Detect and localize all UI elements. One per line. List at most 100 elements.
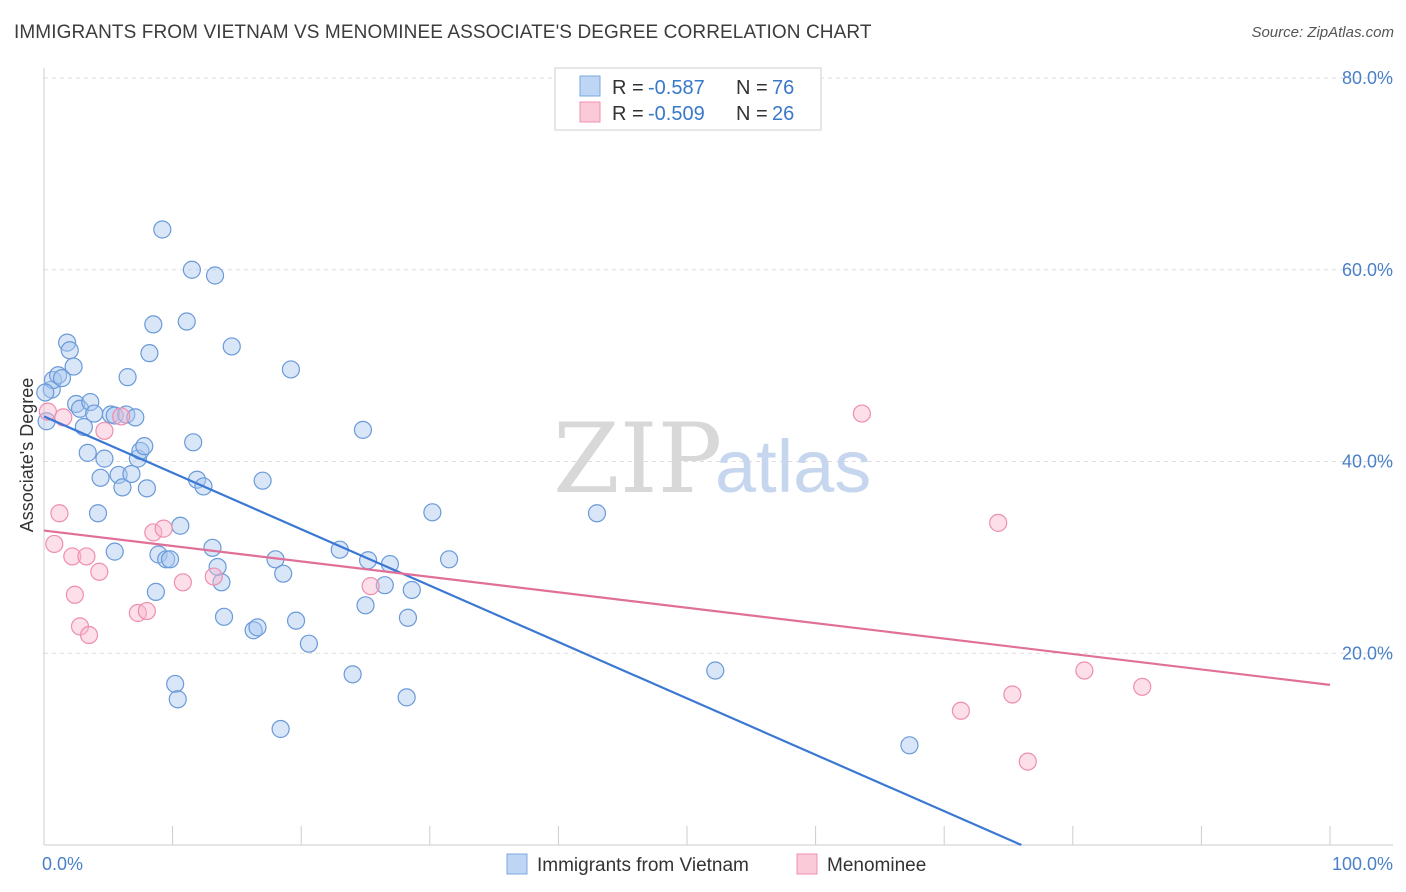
bottom-legend-swatch-menominee [796, 853, 818, 875]
vietnam-point [398, 608, 418, 627]
vietnam-point [706, 661, 725, 680]
vietnam-point [91, 468, 110, 487]
vietnam-point [70, 399, 90, 418]
vietnam-point [397, 688, 416, 707]
vietnam-point [36, 383, 55, 402]
menominee-point [989, 513, 1008, 532]
y-tick-labels: 20.0% 40.0% 60.0% 80.0% [1342, 68, 1393, 663]
menominee-point [112, 407, 131, 426]
vietnam-point [52, 368, 72, 388]
vietnam-point [274, 564, 293, 583]
vietnam-point [203, 538, 222, 557]
legend-n-label: N = [736, 103, 768, 125]
watermark: ZIP atlas [553, 403, 871, 515]
bottom-legend-label-menominee: Menominee [827, 855, 926, 876]
vietnam-point [214, 607, 234, 626]
vietnam-point [375, 576, 394, 595]
trend-lines [43, 415, 1331, 847]
menominee-point [63, 547, 82, 566]
vietnam-point [88, 504, 108, 523]
menominee-point [1133, 677, 1152, 696]
legend-r-value: -0.587 [648, 77, 705, 99]
vietnam-point [171, 516, 190, 535]
vietnam-point [160, 550, 180, 569]
vietnam-point [184, 433, 203, 452]
vietnam-point [439, 550, 459, 569]
legend-swatch-menominee [579, 101, 601, 123]
vietnam-point [271, 719, 290, 739]
legend-r-value: -0.509 [648, 103, 705, 125]
legend-r-label: R = [612, 103, 644, 125]
vietnam-point [900, 736, 919, 755]
menominee-point [79, 625, 99, 645]
menominee-point [128, 603, 147, 623]
vietnam-point [168, 690, 187, 709]
menominee-point [154, 519, 173, 538]
menominee-point [95, 421, 114, 440]
vietnam-point [140, 344, 159, 363]
menominee-point [1003, 685, 1022, 704]
menominee-point [361, 577, 380, 596]
vietnam-point [286, 611, 306, 630]
vietnam-point [299, 634, 319, 653]
vietnam-point [423, 503, 442, 522]
vietnam-point [157, 550, 176, 569]
menominee-point [77, 547, 96, 566]
menominee-point [137, 601, 156, 621]
x-tick-label: 100.0% [1332, 854, 1393, 874]
vietnam-point [146, 582, 165, 601]
vietnam-point [343, 665, 362, 684]
vietnam-point [113, 478, 132, 497]
axes [43, 68, 1393, 846]
y-axis-label: Associate's Degree [17, 378, 37, 533]
vietnam-point [205, 266, 225, 285]
legend-n-label: N = [736, 77, 768, 99]
y-tick-label: 80.0% [1342, 68, 1393, 88]
vietnam-point [281, 360, 301, 379]
x-tick-label: 0.0% [42, 854, 83, 874]
menominee-point [45, 534, 64, 554]
vietnam-point [402, 580, 421, 600]
vietnam-point [85, 404, 104, 423]
menominee-point [1018, 752, 1037, 771]
legend-r-label: R = [612, 77, 644, 99]
vietnam-point [137, 479, 156, 498]
watermark-zip: ZIP [553, 403, 722, 515]
watermark-atlas: atlas [715, 425, 871, 508]
series-vietnam-points [36, 220, 919, 755]
vietnam-point [182, 260, 201, 279]
menominee-point [204, 567, 223, 586]
bottom-legend-swatch-vietnam [506, 853, 528, 875]
vietnam-point [122, 464, 141, 484]
vietnam-point [208, 557, 227, 577]
trend-line-menominee [43, 529, 1331, 686]
vietnam-point [253, 471, 272, 490]
menominee-point [144, 523, 163, 542]
vietnam-point [135, 437, 154, 456]
menominee-point [1075, 661, 1094, 680]
grid-lines [44, 77, 1393, 654]
bottom-legend-label-vietnam: Immigrants from Vietnam [537, 855, 749, 876]
source-label: Source: ZipAtlas.com [1251, 24, 1394, 41]
vietnam-point [356, 596, 375, 615]
menominee-point [951, 701, 971, 720]
vietnam-point [177, 312, 196, 331]
legend-n-value: 76 [772, 77, 794, 99]
menominee-point [50, 504, 69, 523]
vietnam-point [118, 368, 137, 387]
vietnam-point [353, 420, 373, 439]
trend-line-vietnam [43, 415, 1022, 847]
legend: R = -0.587 N = 76 R = -0.509 N = 26 [554, 67, 822, 131]
menominee-point [90, 562, 109, 581]
y-tick-label: 20.0% [1342, 643, 1393, 663]
vietnam-point [222, 337, 241, 356]
menominee-point [65, 585, 84, 604]
bottom-legend: Immigrants from Vietnam Menominee [506, 853, 926, 876]
chart-title: IMMIGRANTS FROM VIETNAM VS MENOMINEE ASS… [14, 22, 872, 43]
vietnam-point [166, 674, 185, 694]
vietnam-point [105, 542, 124, 561]
legend-n-value: 26 [772, 103, 794, 125]
x-tick-labels: 0.0% 100.0% [42, 854, 1393, 874]
vietnam-point [144, 315, 163, 334]
